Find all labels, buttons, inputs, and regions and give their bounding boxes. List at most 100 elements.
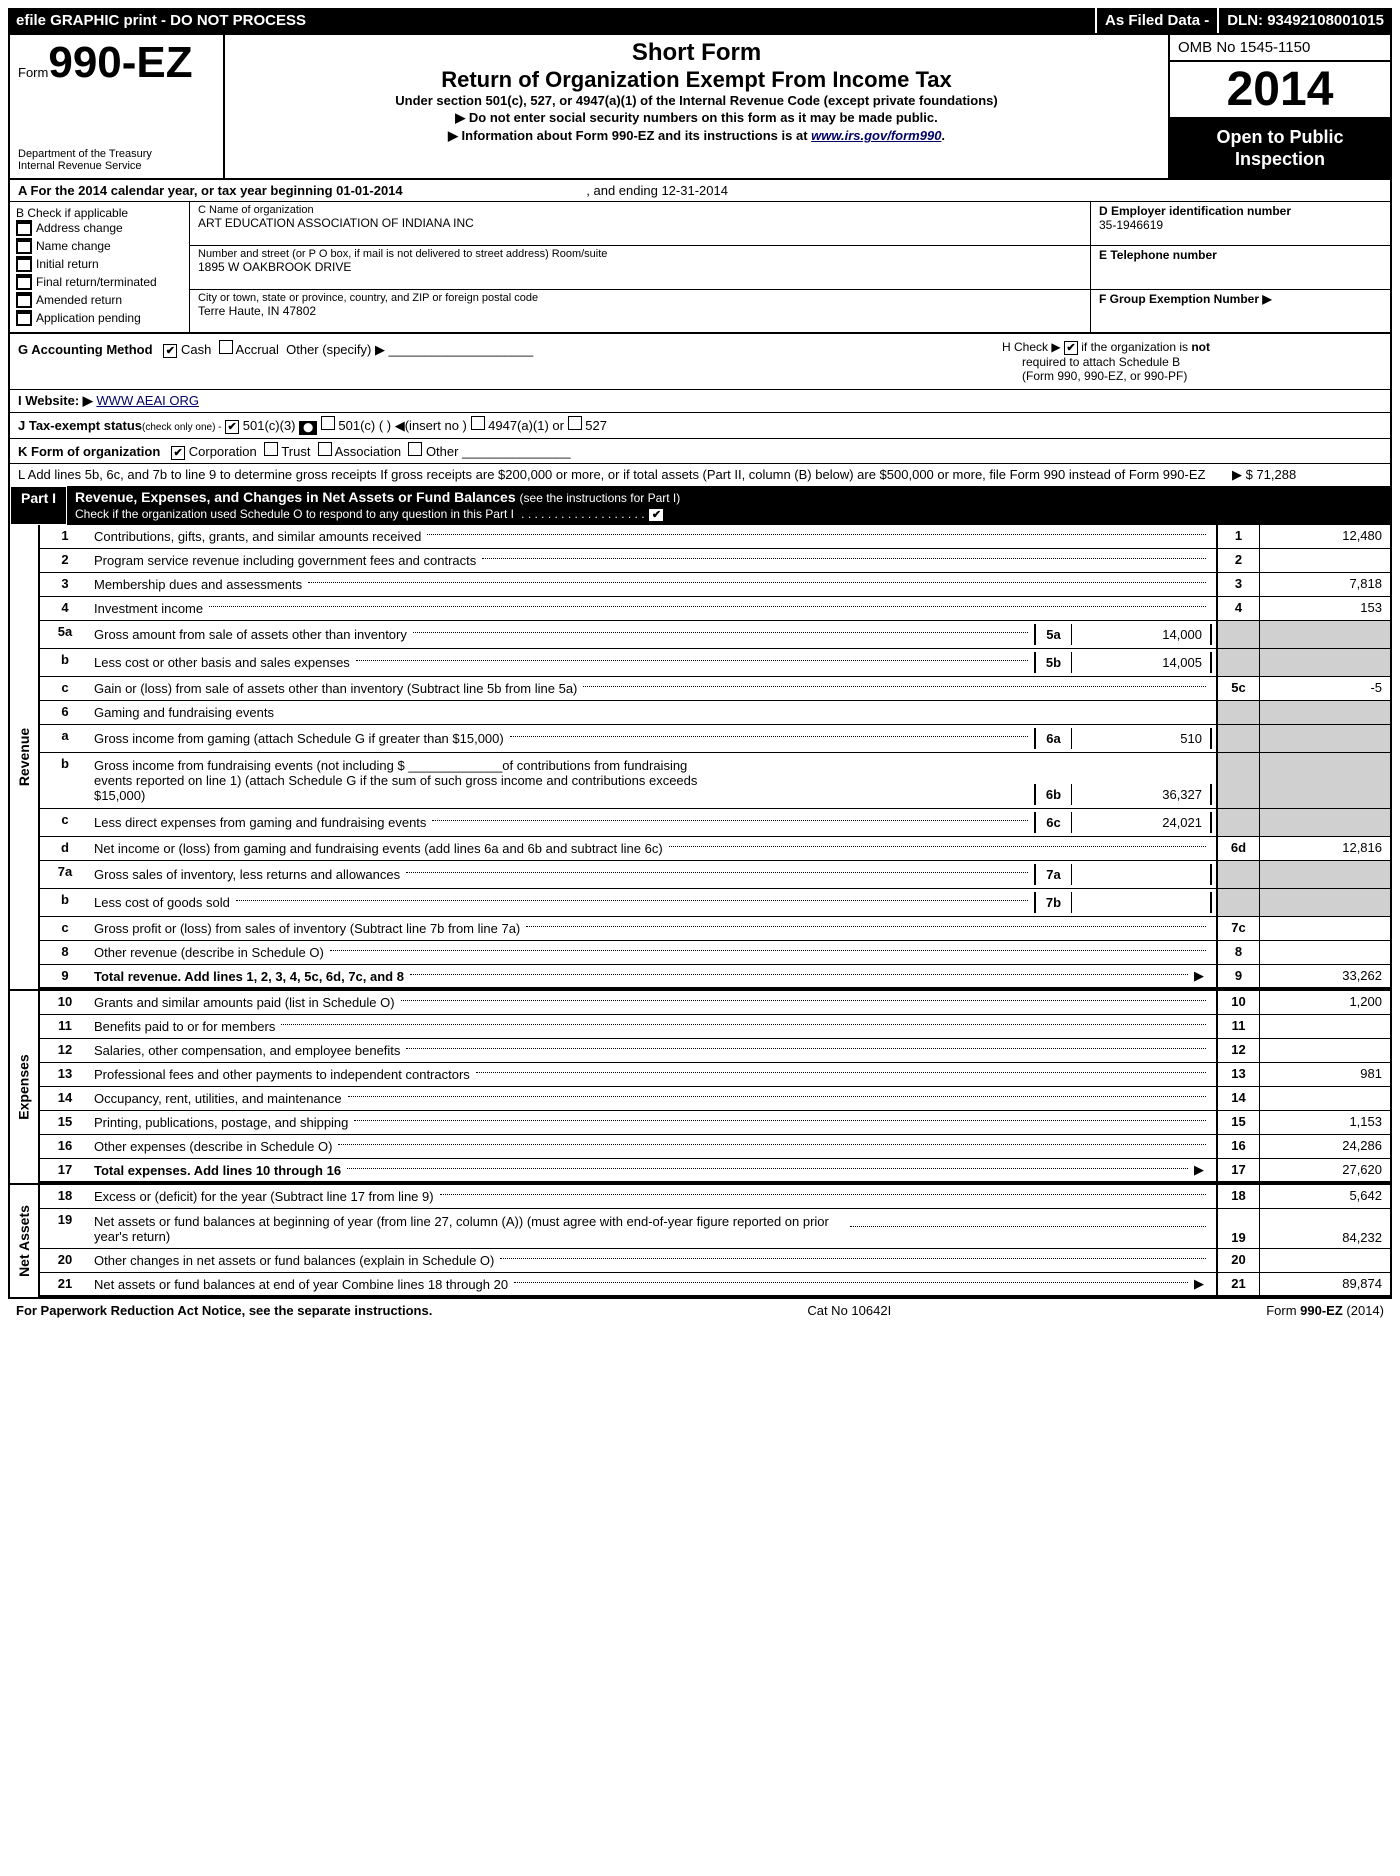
i-label: I Website: ▶	[18, 393, 93, 408]
line-12-desc: Salaries, other compensation, and employ…	[94, 1043, 400, 1058]
line-6a-sv: 510	[1072, 728, 1212, 749]
line-15-val: 1,153	[1260, 1111, 1390, 1134]
b-label-1: Name change	[36, 239, 111, 253]
footer-center: Cat No 10642I	[432, 1303, 1266, 1318]
checkbox-icon[interactable]	[16, 274, 32, 290]
k-chk-0[interactable]: ✔	[171, 446, 185, 460]
form-outer: Form990-EZ Department of the Treasury In…	[8, 33, 1392, 1299]
line-17-val: 27,620	[1260, 1159, 1390, 1181]
city: Terre Haute, IN 47802	[198, 304, 1082, 318]
checkbox-icon[interactable]	[16, 220, 32, 236]
c-label: C Name of organization	[198, 204, 1082, 216]
part-1-sub: (see the instructions for Part I)	[520, 491, 681, 505]
website-link[interactable]: WWW AEAI ORG	[96, 393, 199, 408]
line-6d-desc: Net income or (loss) from gaming and fun…	[94, 841, 663, 856]
k-chk-1[interactable]	[264, 442, 278, 456]
accrual-checkbox[interactable]	[219, 340, 233, 354]
a-text-b: , and ending 12-31-2014	[586, 183, 728, 198]
j-chk-4[interactable]	[568, 416, 582, 430]
section-h: H Check ▶ ✔ if the organization is not r…	[1002, 340, 1382, 383]
line-10-val: 1,200	[1260, 991, 1390, 1014]
section-g: G Accounting Method ✔ Cash Accrual Other…	[18, 340, 1002, 383]
header-mid: Short Form Return of Organization Exempt…	[225, 35, 1170, 178]
city-label: City or town, state or province, country…	[198, 292, 1082, 304]
schedule-o-checkbox[interactable]: ✔	[648, 508, 664, 522]
j-label: J Tax-exempt status	[18, 418, 142, 433]
h-not: not	[1191, 340, 1210, 354]
line-7a-sv	[1072, 864, 1212, 885]
line-11-desc: Benefits paid to or for members	[94, 1019, 275, 1034]
k-chk-2[interactable]	[318, 442, 332, 456]
line-6b-sn: 6b	[1034, 784, 1072, 805]
j-chk-2[interactable]	[321, 416, 335, 430]
cash-checkbox[interactable]: ✔	[163, 344, 177, 358]
form-prefix: Form	[18, 65, 48, 80]
j-chk-3[interactable]	[471, 416, 485, 430]
part-1-label: Part I	[10, 486, 67, 525]
line-5c-desc: Gain or (loss) from sale of assets other…	[94, 681, 577, 696]
header-right: OMB No 1545-1150 2014 Open to Public Ins…	[1170, 35, 1390, 178]
checkbox-icon[interactable]	[16, 292, 32, 308]
part-1-title-text: Revenue, Expenses, and Changes in Net As…	[75, 489, 516, 505]
top-bar: efile GRAPHIC print - DO NOT PROCESS As …	[8, 8, 1392, 33]
line-4-desc: Investment income	[94, 601, 203, 616]
line-11-val	[1260, 1015, 1390, 1038]
checkbox-icon[interactable]	[16, 238, 32, 254]
line-6c-sv: 24,021	[1072, 812, 1212, 833]
k-chk-3[interactable]	[408, 442, 422, 456]
open-1: Open to Public	[1216, 127, 1343, 147]
line-5c-rn: 5c	[1216, 677, 1260, 700]
e-label: E Telephone number	[1099, 248, 1217, 262]
b-item-1[interactable]: Name change	[16, 238, 183, 254]
a-text-a: A For the 2014 calendar year, or tax yea…	[18, 183, 403, 198]
line-5a-sv: 14,000	[1072, 624, 1212, 645]
irs-link[interactable]: www.irs.gov/form990	[811, 128, 941, 143]
line-19-desc: Net assets or fund balances at beginning…	[94, 1214, 844, 1244]
line-14-val	[1260, 1087, 1390, 1110]
b-label-5: Application pending	[36, 311, 141, 325]
line-6b-sv: 36,327	[1072, 784, 1212, 805]
header-l2-post: .	[941, 128, 945, 143]
header-l2-pre: ▶ Information about Form 990-EZ and its …	[448, 128, 811, 143]
footer: For Paperwork Reduction Act Notice, see …	[8, 1299, 1392, 1322]
h-l3: (Form 990, 990-EZ, or 990-PF)	[1022, 369, 1187, 383]
line-9-val: 33,262	[1260, 965, 1390, 987]
line-2-val	[1260, 549, 1390, 572]
k-opt-0: Corporation	[189, 444, 257, 459]
section-a: A For the 2014 calendar year, or tax yea…	[10, 180, 1390, 202]
h-checkbox[interactable]: ✔	[1064, 341, 1078, 355]
short-form-title: Short Form	[237, 39, 1156, 67]
line-7b-sv	[1072, 892, 1212, 913]
line-5c-val: -5	[1260, 677, 1390, 700]
line-8-desc: Other revenue (describe in Schedule O)	[94, 945, 324, 960]
header-line-1: ▶ Do not enter social security numbers o…	[237, 110, 1156, 126]
b-item-0[interactable]: Address change	[16, 220, 183, 236]
b-item-2[interactable]: Initial return	[16, 256, 183, 272]
open-2: Inspection	[1235, 149, 1325, 169]
line-16-val: 24,286	[1260, 1135, 1390, 1158]
topbar-mid: As Filed Data -	[1097, 8, 1219, 33]
expenses-text: Expenses	[16, 1055, 32, 1120]
line-3-val: 7,818	[1260, 573, 1390, 596]
topbar-left: efile GRAPHIC print - DO NOT PROCESS	[8, 8, 1097, 33]
line-10-desc: Grants and similar amounts paid (list in…	[94, 995, 395, 1010]
checkbox-icon[interactable]	[16, 256, 32, 272]
arrow-icon: ▶	[1194, 1276, 1212, 1292]
b-item-4[interactable]: Amended return	[16, 292, 183, 308]
part-1-header: Part I Revenue, Expenses, and Changes in…	[10, 486, 1390, 525]
line-9-desc: Total revenue. Add lines 1, 2, 3, 4, 5c,…	[94, 969, 404, 984]
line-7c-rn: 7c	[1216, 917, 1260, 940]
b-item-5[interactable]: Application pending	[16, 310, 183, 326]
b-label-0: Address change	[36, 221, 123, 235]
j-chk-1[interactable]: ✔	[225, 420, 239, 434]
checkbox-icon[interactable]	[16, 310, 32, 326]
topbar-dln: DLN: 93492108001015	[1219, 8, 1392, 33]
part-1-checkline: Check if the organization used Schedule …	[75, 507, 514, 521]
arrow-icon: ▶	[1194, 968, 1212, 984]
header-left: Form990-EZ Department of the Treasury In…	[10, 35, 225, 178]
tax-year: 2014	[1170, 62, 1390, 119]
b-item-3[interactable]: Final return/terminated	[16, 274, 183, 290]
line-18-val: 5,642	[1260, 1185, 1390, 1208]
line-4-val: 153	[1260, 597, 1390, 620]
line-5a-desc: Gross amount from sale of assets other t…	[94, 627, 407, 642]
